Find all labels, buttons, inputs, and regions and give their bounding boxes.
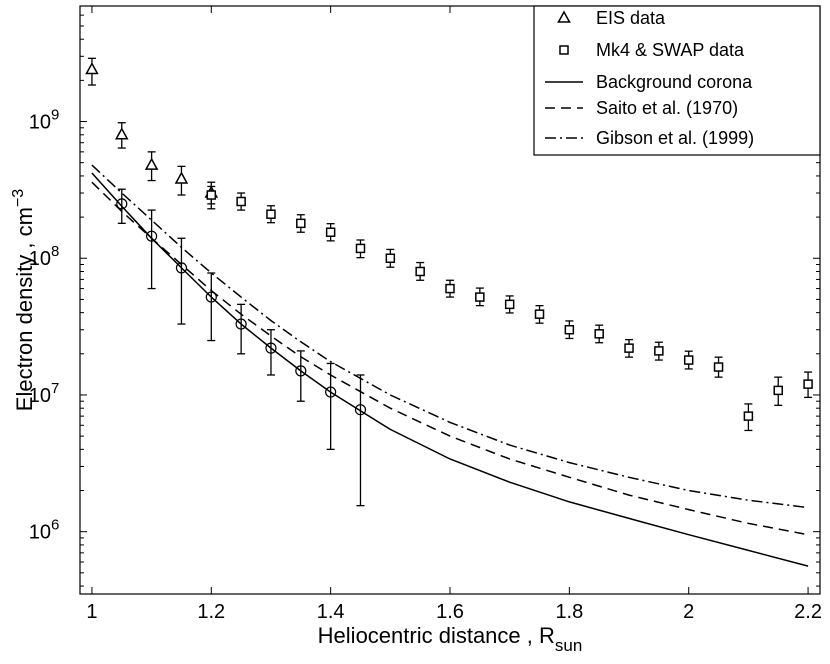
data-point-circle (175, 262, 188, 274)
x-tick-label: 1.2 (197, 601, 225, 623)
series-line-3 (91, 172, 809, 567)
data-point-square (266, 209, 276, 219)
data-point-square (654, 346, 664, 356)
series-line-4 (91, 181, 809, 536)
legend-label-gibson: Gibson et al. (1999) (596, 128, 754, 148)
x-tick-label: 1.8 (555, 601, 583, 623)
data-point-square (534, 309, 545, 319)
legend: EIS data Mk4 & SWAP data Background coro… (533, 5, 821, 156)
legend-label-mk4-swap: Mk4 & SWAP data (596, 40, 745, 60)
data-point-circle (325, 386, 337, 398)
y-tick-label: 108 (29, 243, 60, 270)
data-point-circle (205, 291, 217, 303)
data-point-square (296, 218, 306, 229)
data-point-square (325, 227, 336, 237)
x-tick-label: 1 (86, 601, 97, 623)
data-point-square (564, 324, 575, 335)
legend-label-background-corona: Background corona (596, 72, 753, 92)
data-point-square (773, 385, 783, 396)
data-point-square (236, 196, 246, 207)
y-tick-label: 109 (29, 107, 60, 134)
data-point-square (713, 362, 724, 372)
series-line-5 (91, 164, 809, 509)
data-point-circle (116, 198, 128, 210)
data-point-square (206, 190, 217, 200)
data-point-circle (265, 342, 277, 354)
data-point-square (415, 266, 425, 277)
data-point-square (594, 329, 604, 339)
y-axis-title-superscript: −3 (10, 189, 27, 207)
y-tick-label: 107 (29, 380, 60, 407)
data-point-square (475, 292, 485, 302)
legend-marker-square (559, 45, 569, 55)
data-point-square (385, 253, 396, 263)
data-point-square (504, 299, 515, 310)
legend-marker-triangle (557, 10, 571, 23)
legend-label-saito: Saito et al. (1970) (596, 98, 738, 118)
x-tick-label: 2 (683, 601, 694, 623)
data-point-square (445, 283, 455, 294)
y-tick-label: 106 (29, 517, 60, 544)
x-tick-label: 1.4 (317, 601, 345, 623)
data-point-circle (354, 404, 367, 416)
data-point-square (355, 243, 366, 254)
x-axis-title: Heliocentric distance , Rsun (318, 623, 583, 655)
legend-label-eis: EIS data (596, 8, 666, 28)
series-lines (91, 164, 809, 567)
data-point-square (743, 411, 754, 421)
data-point-triangle (115, 127, 129, 140)
x-axis-title-subscript: sun (555, 636, 582, 655)
data-point-circle (235, 318, 247, 330)
data-point-triangle (174, 171, 189, 184)
series-markers (85, 57, 813, 507)
data-point-circle (295, 365, 307, 377)
data-point-square (624, 343, 634, 353)
data-point-square (803, 379, 813, 389)
legend-samples (545, 10, 583, 139)
x-tick-label: 1.6 (436, 601, 464, 623)
data-point-circle (146, 230, 158, 242)
data-point-square (683, 355, 694, 365)
y-axis-title: Electron density , cm−3 (10, 189, 37, 412)
data-point-triangle (144, 157, 159, 170)
data-point-triangle (85, 61, 99, 75)
x-tick-label: 2.2 (794, 601, 822, 623)
legend-box (533, 5, 821, 156)
